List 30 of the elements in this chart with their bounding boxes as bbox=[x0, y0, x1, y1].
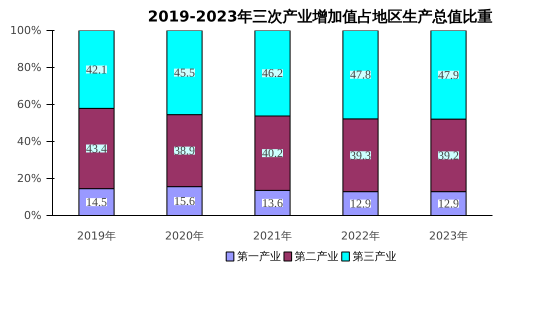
data-label: 46.2 bbox=[262, 66, 283, 80]
data-label: 38.9 bbox=[174, 144, 195, 158]
y-tick-label: 60% bbox=[17, 98, 42, 111]
y-tick-label: 20% bbox=[17, 172, 42, 185]
data-label: 15.6 bbox=[174, 194, 195, 208]
data-label: 13.6 bbox=[262, 196, 283, 210]
x-tick-label: 2022年 bbox=[341, 230, 380, 242]
y-tick-label: 40% bbox=[17, 135, 42, 148]
data-label: 45.5 bbox=[174, 66, 195, 80]
data-label: 40.2 bbox=[262, 146, 283, 160]
y-tick-label: 0% bbox=[24, 209, 42, 222]
data-label: 43.4 bbox=[86, 142, 107, 156]
legend-label: 第三产业 bbox=[352, 250, 396, 263]
x-tick-label: 2021年 bbox=[253, 230, 292, 242]
data-label: 47.8 bbox=[350, 68, 371, 82]
data-label: 39.3 bbox=[350, 148, 371, 162]
data-label: 39.2 bbox=[438, 148, 459, 162]
data-label: 47.9 bbox=[438, 68, 459, 82]
legend-label: 第二产业 bbox=[294, 250, 339, 263]
legend-label: 第一产业 bbox=[236, 250, 281, 263]
x-tick-label: 2020年 bbox=[165, 230, 204, 242]
y-tick-label: 100% bbox=[10, 24, 42, 37]
x-tick-label: 2019年 bbox=[77, 230, 116, 242]
data-label: 12.9 bbox=[350, 196, 371, 211]
y-tick-label: 80% bbox=[17, 61, 42, 74]
data-label: 12.9 bbox=[438, 196, 459, 211]
data-label: 42.1 bbox=[86, 62, 107, 76]
data-label: 14.5 bbox=[86, 195, 107, 210]
x-tick-label: 2023年 bbox=[429, 230, 468, 242]
chart-title: 2019-2023年三次产业增加值占地区生产总值比重 bbox=[148, 8, 493, 26]
